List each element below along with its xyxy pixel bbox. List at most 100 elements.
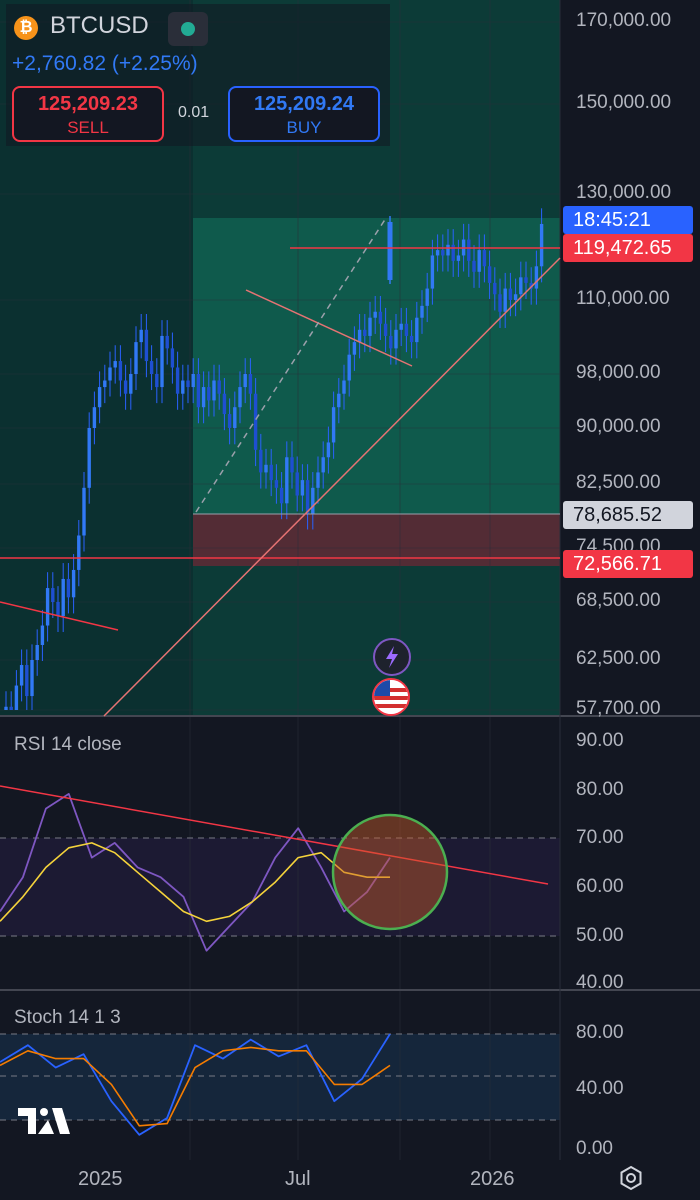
sell-price: 125,209.23 [37, 93, 139, 115]
us-flag-event-icon[interactable] [372, 678, 410, 716]
rsi-axis-label: 60.00 [576, 876, 624, 897]
stoch-title[interactable]: Stoch 14 1 3 [14, 1007, 121, 1028]
candle-body [394, 329, 398, 349]
candle-body [61, 578, 65, 617]
stoch-axis-label: 40.00 [576, 1078, 624, 1099]
candle-body [508, 288, 513, 300]
candle-body [373, 311, 377, 318]
candle-body [222, 393, 227, 415]
buy-button[interactable]: 125,209.24 BUY [228, 86, 380, 142]
candle-body [357, 329, 362, 343]
candle-body [201, 387, 206, 408]
price-change: +2,760.82 (+2.25%) [12, 52, 198, 75]
projection-dashed-line [195, 217, 387, 513]
candle-body [139, 329, 143, 343]
candle-body [191, 374, 195, 388]
candle-body [264, 464, 268, 473]
candle-body [477, 250, 481, 272]
candle-body [441, 250, 445, 256]
rsi-ma-line [0, 842, 390, 923]
candle-body [337, 393, 341, 408]
candle-body [347, 354, 351, 381]
candle-body [279, 487, 284, 504]
candle-body [170, 348, 175, 368]
candle-body [425, 288, 429, 306]
rsi-highlight-circle [331, 813, 449, 931]
lightning-event-icon[interactable] [373, 638, 411, 676]
candle-body [118, 361, 123, 381]
candle-body [451, 244, 455, 261]
last-candle-body [387, 222, 393, 280]
candle-body [160, 335, 164, 388]
price-axis-label: 150,000.00 [576, 92, 672, 113]
market-open-dot-icon [181, 22, 195, 36]
wedge-trend-line [245, 289, 413, 367]
price-axis-label: 110,000.00 [576, 288, 670, 309]
candle-body [420, 305, 424, 318]
candle-body [155, 374, 159, 388]
candle-body [149, 361, 154, 374]
candle-body [331, 407, 336, 443]
price-axis-label: 98,000.00 [576, 362, 661, 383]
candle-body [368, 317, 372, 336]
candle-body [71, 569, 76, 598]
time-axis-label: Jul [285, 1168, 311, 1190]
buy-label: BUY [286, 118, 322, 137]
candle-body [456, 255, 461, 261]
time-axis-label: 2025 [78, 1168, 123, 1190]
stoch-d-line [0, 1046, 391, 1127]
candle-body [212, 380, 216, 401]
rsi-band-fill [0, 838, 560, 936]
candle-body [363, 329, 367, 336]
candle-body [25, 665, 29, 697]
price-tag-support: 72,566.71 [563, 550, 693, 578]
candle-body [399, 323, 403, 330]
candle-body [383, 323, 388, 336]
candle-body [285, 457, 289, 504]
spread-value: 0.01 [178, 104, 210, 121]
candle-body [409, 335, 414, 343]
bar-countdown: 18:45:21 [563, 206, 693, 234]
candle-body [389, 335, 393, 349]
candle-body [534, 266, 539, 289]
candle-body [435, 250, 440, 256]
candle-body [446, 244, 450, 256]
candle-body [503, 288, 507, 312]
candle-body [196, 374, 201, 408]
candle-body [300, 480, 305, 496]
candle-body [129, 374, 133, 394]
symbol-name[interactable]: BTCUSD [50, 12, 149, 39]
price-axis-label: 57,700.00 [576, 698, 661, 719]
candle-body [45, 588, 50, 626]
candle-body [290, 457, 294, 473]
candle-body [186, 380, 190, 388]
candle-body [175, 367, 180, 394]
candle-body [14, 685, 19, 710]
candle-body [493, 282, 497, 295]
candle-body [77, 535, 81, 570]
time-axis-label: 2026 [470, 1168, 515, 1190]
price-axis-label: 130,000.00 [576, 182, 672, 203]
tradingview-logo-icon [18, 1108, 70, 1134]
rsi-axis-label: 70.00 [576, 827, 624, 848]
rsi-trend-line [0, 785, 549, 885]
candle-body [321, 457, 325, 473]
buy-price: 125,209.24 [253, 93, 355, 115]
candle-body [498, 294, 502, 312]
candle-body [92, 407, 97, 428]
candle-body [217, 380, 221, 394]
price-axis-label: 90,000.00 [576, 416, 661, 437]
candle-body [295, 472, 299, 496]
sell-button[interactable]: 125,209.23 SELL [12, 86, 164, 142]
candle-body [430, 255, 435, 289]
rsi-line [0, 793, 391, 952]
candle-body [519, 277, 523, 295]
downtrend-line-left [0, 601, 119, 631]
rsi-title[interactable]: RSI 14 close [14, 734, 122, 755]
market-status-button[interactable] [168, 12, 208, 46]
rsi-axis-label: 50.00 [576, 925, 624, 946]
settings-gear-icon[interactable] [618, 1165, 644, 1191]
candle-body [134, 342, 138, 374]
candle-body [56, 602, 60, 617]
candle-body [35, 644, 39, 660]
